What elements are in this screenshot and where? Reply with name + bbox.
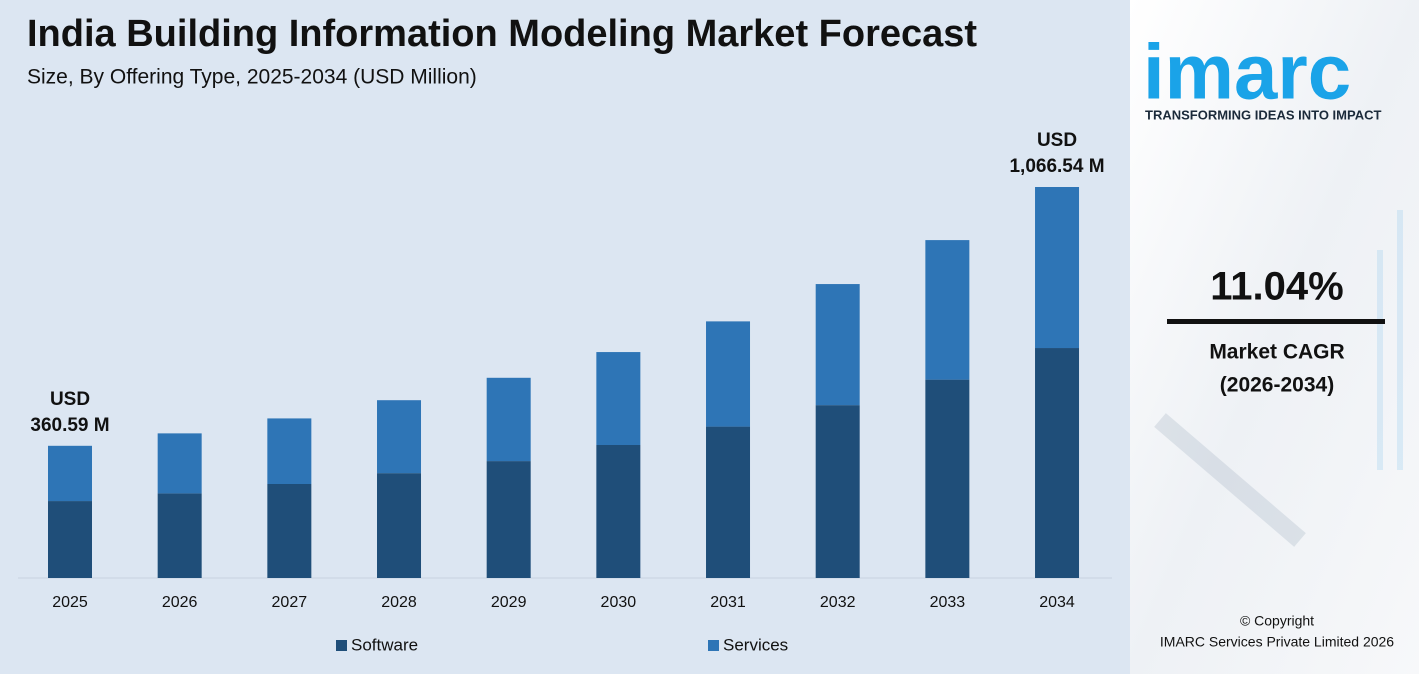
bar-segment [706, 426, 751, 578]
cagr-value: 11.04% [1210, 265, 1343, 309]
side-panel [1130, 0, 1419, 674]
bar-segment [596, 444, 641, 578]
bar-segment [486, 377, 531, 462]
x-tick-label: 2031 [710, 594, 746, 611]
bar-segment [1035, 187, 1080, 349]
chart-subtitle: Size, By Offering Type, 2025-2034 (USD M… [27, 66, 477, 89]
annotation: USD [50, 389, 90, 410]
legend-swatch [336, 640, 347, 651]
legend-label: Software [351, 635, 418, 654]
x-tick-label: 2027 [272, 594, 308, 611]
bar-segment [925, 240, 970, 380]
bar-segment [815, 284, 860, 406]
company: IMARC Services Private Limited 2026 [1160, 634, 1394, 650]
bar-segment [48, 445, 92, 502]
x-tick-label: 2030 [601, 594, 637, 611]
x-tick-label: 2025 [52, 594, 88, 611]
bar-segment [48, 501, 92, 578]
x-tick-label: 2028 [381, 594, 417, 611]
bar-segment [157, 433, 202, 494]
side-decoration [1154, 210, 1403, 547]
x-tick-label: 2026 [162, 594, 198, 611]
bar-segment [486, 461, 531, 578]
x-tick-label: 2029 [491, 594, 527, 611]
x-tick-label: 2034 [1039, 594, 1075, 611]
bar-segment [1035, 348, 1080, 578]
tagline: TRANSFORMING IDEAS INTO IMPACT [1145, 107, 1381, 122]
bar-segment [377, 400, 422, 474]
copyright: © Copyright [1240, 613, 1314, 629]
logo: imarc [1143, 28, 1351, 116]
cagr-rule [1167, 319, 1385, 324]
cagr-period: (2026-2034) [1220, 374, 1334, 397]
cagr-label: Market CAGR [1209, 341, 1344, 364]
bar-segment [377, 473, 422, 578]
legend-swatch [708, 640, 719, 651]
bar-segment [267, 418, 312, 485]
bar-segment [596, 352, 641, 445]
bar-segment [925, 379, 970, 578]
x-tick-label: 2032 [820, 594, 856, 611]
legend-label: Services [723, 635, 788, 654]
annotation: USD [1037, 130, 1077, 151]
annotation: 1,066.54 M [1009, 156, 1104, 177]
bar-segment [157, 493, 202, 578]
bar-segment [706, 321, 751, 427]
bar-segment [267, 484, 312, 578]
x-tick-label: 2033 [930, 594, 966, 611]
bar-segment [815, 405, 860, 578]
chart-title: India Building Information Modeling Mark… [27, 13, 977, 55]
annotation: 360.59 M [30, 415, 109, 436]
